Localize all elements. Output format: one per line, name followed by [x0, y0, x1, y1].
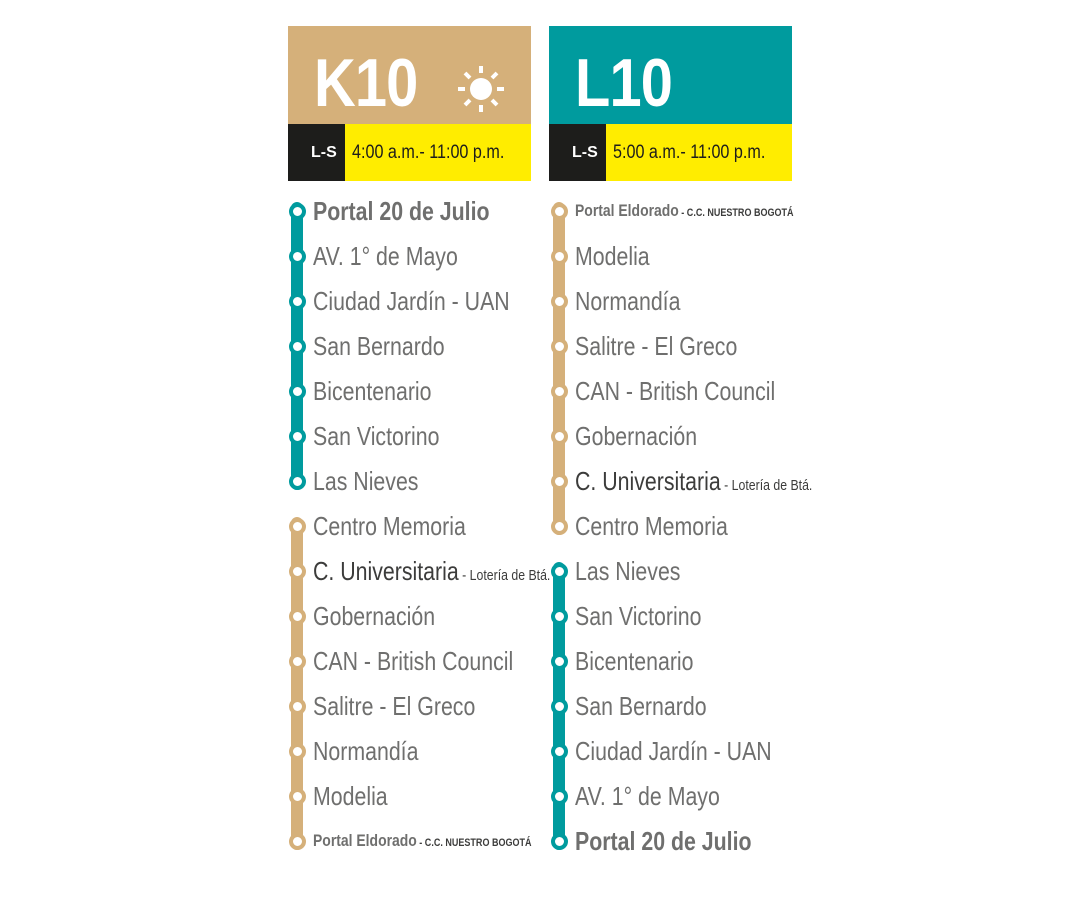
- station-name: San Victorino: [313, 421, 440, 451]
- station-name: Ciudad Jardín - UAN: [575, 736, 772, 766]
- station-marker: [550, 607, 568, 625]
- station-marker: [288, 832, 306, 850]
- station-marker: [288, 292, 306, 310]
- station-marker: [288, 517, 306, 535]
- station-marker: [550, 202, 568, 220]
- station-marker: [550, 427, 568, 445]
- service-hours: 4:00 a.m.- 11:00 p.m.: [344, 124, 531, 181]
- station-marker: [288, 697, 306, 715]
- station-marker: [288, 427, 306, 445]
- route-l10: L10 L-S 5:00 a.m.- 11:00 p.m.: [549, 26, 792, 181]
- station-marker: [550, 787, 568, 805]
- station-name: CAN - British Council: [313, 646, 514, 676]
- station-name: AV. 1° de Mayo: [313, 241, 458, 271]
- station-name: Salitre - El Greco: [313, 691, 476, 721]
- line-segment: [553, 202, 565, 535]
- station-name: Modelia: [575, 241, 650, 271]
- station-name: AV. 1° de Mayo: [575, 781, 720, 811]
- station-marker: [550, 382, 568, 400]
- route-code: K10: [314, 45, 418, 121]
- station-name: San Bernardo: [575, 691, 707, 721]
- station-marker: [550, 652, 568, 670]
- station-name: Portal 20 de Julio: [313, 196, 490, 226]
- station-marker: [288, 382, 306, 400]
- station-name: CAN - British Council: [575, 376, 776, 406]
- station-marker: [288, 247, 306, 265]
- station-marker: [550, 517, 568, 535]
- station-marker: [550, 292, 568, 310]
- station-marker: [288, 787, 306, 805]
- station-suffix: - C.C. NUESTRO BOGOTÁ: [416, 837, 532, 849]
- station-name: Portal Eldorado - C.C. NUESTRO BOGOTÁ: [313, 831, 532, 850]
- station-name: Las Nieves: [575, 556, 681, 586]
- route-k10: K10 L-S 4:00 a.m.- 11:00 p.m.: [288, 26, 531, 181]
- station-name: C. Universitaria - Lotería de Btá.: [575, 466, 813, 496]
- station-marker: [288, 202, 306, 220]
- station-marker: [288, 652, 306, 670]
- station-name: Portal 20 de Julio: [575, 826, 752, 856]
- station-name: Centro Memoria: [575, 511, 728, 541]
- schedule-bar: L-S 4:00 a.m.- 11:00 p.m.: [288, 124, 531, 181]
- service-hours: 5:00 a.m.- 11:00 p.m.: [605, 124, 792, 181]
- station-name: Modelia: [313, 781, 388, 811]
- station-name: Normandía: [575, 286, 681, 316]
- station-marker: [550, 337, 568, 355]
- station-suffix: - Lotería de Btá.: [458, 567, 551, 584]
- station-marker: [550, 247, 568, 265]
- station-marker: [550, 832, 568, 850]
- station-name: Bicentenario: [313, 376, 432, 406]
- station-name: Bicentenario: [575, 646, 694, 676]
- station-suffix: - C.C. NUESTRO BOGOTÁ: [678, 207, 794, 219]
- station-marker: [288, 337, 306, 355]
- station-marker: [288, 607, 306, 625]
- route-header: K10: [288, 26, 531, 124]
- schedule-bar: L-S 5:00 a.m.- 11:00 p.m.: [549, 124, 792, 181]
- sun-icon: [458, 66, 504, 112]
- station-marker: [288, 562, 306, 580]
- station-name: Gobernación: [313, 601, 436, 631]
- route-header: L10: [549, 26, 792, 124]
- station-name: Ciudad Jardín - UAN: [313, 286, 510, 316]
- station-name: Las Nieves: [313, 466, 419, 496]
- station-marker: [288, 742, 306, 760]
- line-segment: [291, 517, 303, 850]
- station-marker: [550, 742, 568, 760]
- station-name: Normandía: [313, 736, 419, 766]
- station-marker: [550, 697, 568, 715]
- service-days: L-S: [549, 124, 606, 181]
- station-suffix: - Lotería de Btá.: [720, 477, 813, 494]
- station-name: Gobernación: [575, 421, 698, 451]
- route-code: L10: [575, 45, 673, 121]
- station-marker: [550, 562, 568, 580]
- station-name: San Bernardo: [313, 331, 445, 361]
- service-days: L-S: [288, 124, 345, 181]
- station-name: Portal Eldorado - C.C. NUESTRO BOGOTÁ: [575, 201, 794, 220]
- station-name: Salitre - El Greco: [575, 331, 738, 361]
- station-name: Centro Memoria: [313, 511, 466, 541]
- station-marker: [288, 472, 306, 490]
- station-marker: [550, 472, 568, 490]
- station-name: C. Universitaria - Lotería de Btá.: [313, 556, 551, 586]
- station-name: San Victorino: [575, 601, 702, 631]
